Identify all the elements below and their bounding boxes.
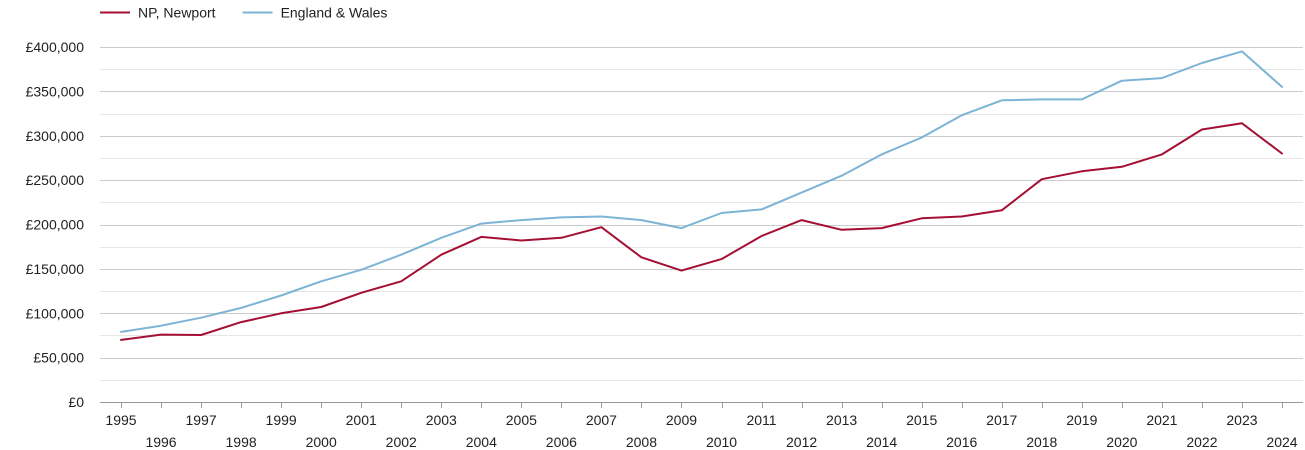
- x-tick-label: 2020: [1106, 434, 1137, 450]
- legend-label-england-wales: England & Wales: [281, 5, 388, 21]
- x-tick-label: 2012: [786, 434, 817, 450]
- x-tick-label: 2005: [506, 412, 537, 428]
- y-tick-label: £200,000: [26, 217, 85, 233]
- series-lines: [120, 50, 1283, 341]
- x-tick-label: 1999: [266, 412, 297, 428]
- y-tick-label: £150,000: [26, 261, 85, 277]
- gridlines: [100, 47, 1303, 403]
- x-tick-label: 2014: [866, 434, 897, 450]
- x-tick-label: 2013: [826, 412, 857, 428]
- x-tick-label: 2024: [1266, 434, 1297, 450]
- x-tick-label: 2000: [306, 434, 337, 450]
- legend: NP, Newport England & Wales: [100, 5, 387, 21]
- x-tick-label: 2018: [1026, 434, 1057, 450]
- x-tick-label: 2022: [1186, 434, 1217, 450]
- x-tick-label: 2017: [986, 412, 1017, 428]
- y-tick-label: £0: [68, 394, 84, 410]
- x-tick-label: 2002: [386, 434, 417, 450]
- y-tick-label: £300,000: [26, 128, 85, 144]
- x-tick-label: 2019: [1066, 412, 1097, 428]
- x-tick-label: 1998: [226, 434, 257, 450]
- x-tick-label: 2009: [666, 412, 697, 428]
- y-axis: £0 £50,000 £100,000 £150,000 £200,000 £250,00…: [26, 39, 85, 410]
- x-tick-label: 2006: [546, 434, 577, 450]
- series-line-np-newport: [120, 122, 1283, 341]
- y-tick-label: £400,000: [26, 39, 85, 55]
- x-tick-label: 2010: [706, 434, 737, 450]
- x-tick-label: 2008: [626, 434, 657, 450]
- x-tick-label: 2003: [426, 412, 457, 428]
- y-tick-label: £50,000: [33, 350, 84, 366]
- series-line-england-wales: [120, 50, 1283, 333]
- x-tick-label: 2004: [466, 434, 497, 450]
- legend-label-np-newport: NP, Newport: [138, 5, 216, 21]
- x-tick-label: 2023: [1226, 412, 1257, 428]
- x-tick-label: 2007: [586, 412, 617, 428]
- x-tick-label: 1995: [105, 412, 136, 428]
- x-tick-label: 2011: [746, 412, 776, 428]
- x-tick-label: 1997: [185, 412, 216, 428]
- y-tick-label: £250,000: [26, 172, 85, 188]
- y-tick-label: £100,000: [26, 305, 85, 321]
- x-tick-label: 2021: [1146, 412, 1177, 428]
- x-tick-label: 2016: [946, 434, 977, 450]
- x-axis: 1995 1996 1997 1998 1999 2000 2001 2002 2003 2004…: [100, 402, 1303, 450]
- y-tick-label: £350,000: [26, 83, 85, 99]
- x-tick-label: 1996: [145, 434, 176, 450]
- x-tick-label: 2015: [906, 412, 937, 428]
- x-tick-label: 2001: [346, 412, 377, 428]
